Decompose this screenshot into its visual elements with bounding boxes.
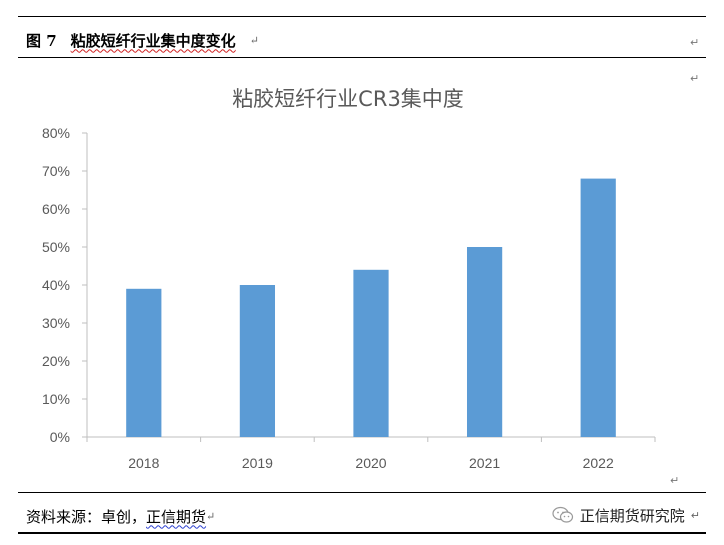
x-tick-label: 2021 [469, 455, 500, 471]
bar-2020 [353, 269, 389, 437]
x-axis: 2018 2019 2020 2021 2022 [86, 436, 656, 471]
x-tick-label: 2022 [583, 455, 614, 471]
bottom-rule [18, 532, 706, 534]
figure-number: 图 7 [26, 31, 57, 50]
x-tick-label: 2019 [242, 455, 273, 471]
bar-2018 [126, 288, 162, 437]
y-tick-label: 0% [50, 429, 70, 445]
footer-rule [18, 492, 706, 493]
paragraph-mark-icon: ↵ [690, 36, 700, 49]
paragraph-mark-icon: ↵ [249, 33, 259, 47]
bar-2019 [239, 285, 276, 437]
x-tick-label: 2020 [355, 455, 386, 471]
brand-name: 正信期货研究院 [579, 506, 685, 525]
figure-header: 图 7 粘胶短纤行业集中度变化 ↵ [26, 29, 259, 51]
brand-watermark: 正信期货研究院 ↵ [552, 503, 700, 527]
chart-title: 粘胶短纤行业CR3集中度 [232, 87, 464, 111]
y-tick-label: 40% [42, 277, 70, 293]
source-note: 资料来源：卓创， 正信期货 ↵ [26, 505, 215, 527]
top-rule [18, 16, 706, 17]
x-tick-label: 2018 [128, 455, 159, 471]
figure-title: 粘胶短纤行业集中度变化 [70, 31, 236, 50]
y-tick-label: 20% [42, 353, 70, 369]
wechat-icon [552, 506, 573, 523]
paragraph-mark-icon: ↵ [206, 509, 216, 523]
bar-2022 [580, 178, 616, 437]
paragraph-mark-icon: ↵ [670, 474, 680, 487]
header-rule [18, 57, 706, 58]
paragraph-mark-icon: ↵ [690, 72, 700, 85]
y-tick-label: 70% [42, 163, 70, 179]
y-tick-label: 80% [42, 125, 70, 141]
y-tick-label: 50% [42, 239, 70, 255]
y-axis: 0% 10% 20% 30% 40% 50% 60% 70% 80% [42, 125, 88, 445]
paragraph-mark-icon: ↵ [690, 508, 700, 522]
y-tick-label: 10% [42, 391, 70, 407]
y-tick-label: 30% [42, 315, 70, 331]
source-prefix: 资料来源：卓创， [26, 507, 147, 526]
source-name: 正信期货 [146, 507, 207, 526]
y-tick-label: 60% [42, 201, 70, 217]
bar-2021 [466, 247, 503, 437]
bars [126, 178, 616, 437]
